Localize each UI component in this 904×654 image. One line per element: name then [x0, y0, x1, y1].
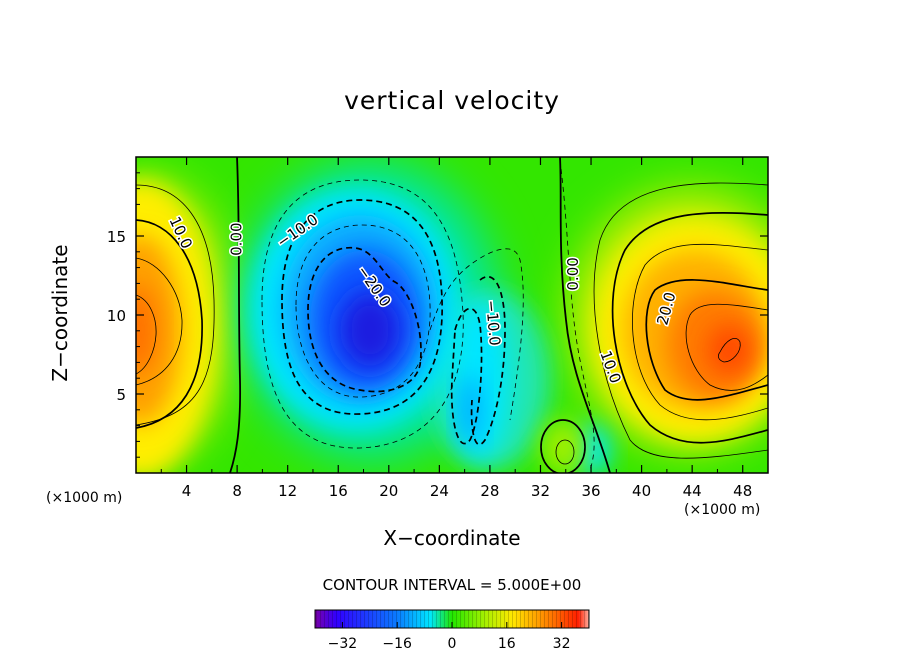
colorbar-tick-label: 16	[498, 636, 516, 652]
contour-label: 0.00	[564, 257, 582, 290]
colorbar-tick-label: 0	[448, 636, 457, 652]
velocity-field	[136, 157, 768, 473]
x-unit-left: (×1000 m)	[46, 490, 123, 506]
x-unit-right: (×1000 m)	[684, 502, 761, 518]
contour-label: −10.0	[482, 299, 504, 346]
colorbar-stripes	[315, 610, 589, 628]
x-tick-label: 20	[379, 482, 398, 500]
contour-interval-note: CONTOUR INTERVAL = 5.000E+00	[322, 576, 582, 594]
colorbar-tick-label: 32	[553, 636, 571, 652]
x-tick-label: 24	[430, 482, 449, 500]
left-updraft	[136, 180, 215, 473]
x-tick-label: 44	[683, 482, 702, 500]
y-axis: 5 10 15	[107, 172, 768, 458]
x-tick-label: 36	[581, 482, 600, 500]
chart-title: vertical velocity	[344, 86, 560, 115]
x-tick-label: 12	[278, 482, 297, 500]
central-downdraft	[250, 190, 460, 430]
x-tick-label: 16	[329, 482, 348, 500]
x-tick-label: 40	[632, 482, 651, 500]
colorbar-tick-label: −32	[328, 636, 358, 652]
colorbar: −32 −16 0 16 32	[314, 609, 590, 652]
x-tick-label: 4	[182, 482, 192, 500]
y-axis-label: Z−coordinate	[48, 244, 72, 382]
x-tick-label: 32	[531, 482, 550, 500]
colorbar-tick-label: −16	[382, 636, 412, 652]
right-updraft	[595, 220, 768, 440]
x-tick-label: 28	[480, 482, 499, 500]
contour-lines	[136, 157, 768, 473]
lower-updraft	[541, 419, 585, 473]
x-tick-label: 48	[733, 482, 752, 500]
y-tick-label: 15	[107, 228, 126, 246]
x-tick-label: 8	[232, 482, 242, 500]
colorbar-ticks: −32 −16 0 16 32	[328, 622, 571, 652]
contour-label: 0.00	[228, 222, 246, 255]
y-tick-label: 5	[116, 386, 126, 404]
x-axis-label: X−coordinate	[383, 526, 521, 550]
x-axis: 4 8 12 16 20 24 28 32 36 40 44 48	[160, 157, 752, 500]
y-tick-label: 10	[107, 307, 126, 325]
